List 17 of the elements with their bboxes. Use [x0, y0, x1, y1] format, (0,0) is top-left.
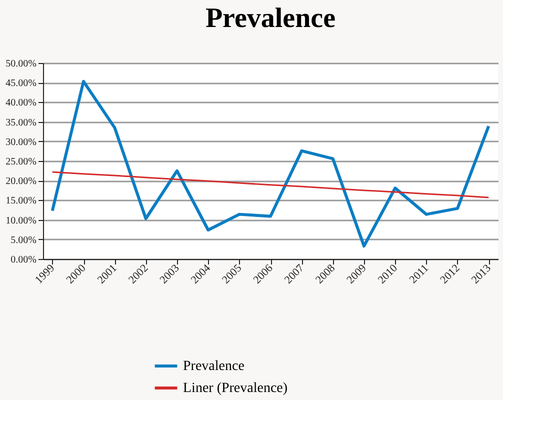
y-tick-label: 45.00%	[6, 78, 36, 90]
legend-label: Prevalence	[183, 359, 244, 374]
line-series	[52, 171, 490, 198]
y-tick-label: 0.00%	[10, 254, 36, 266]
y-tick-label: 40.00%	[6, 98, 36, 109]
x-tick-label: 2011	[407, 262, 432, 286]
y-tick-label: 10.00%	[6, 215, 36, 226]
legend-label: Liner (Prevalence)	[183, 381, 288, 396]
chart-title: Prevalence	[205, 3, 336, 34]
y-tick-label: 20.00%	[6, 176, 36, 188]
y-tick-label: 50.00%	[6, 58, 36, 70]
y-tick-label: 25.00%	[6, 156, 36, 168]
y-tick-label: 5.00%	[10, 234, 36, 246]
y-tick-label: 30.00%	[6, 136, 36, 148]
line-series	[50, 80, 490, 248]
y-tick-label: 35.00%	[6, 117, 36, 128]
y-tick-label: 15.00%	[6, 196, 36, 207]
